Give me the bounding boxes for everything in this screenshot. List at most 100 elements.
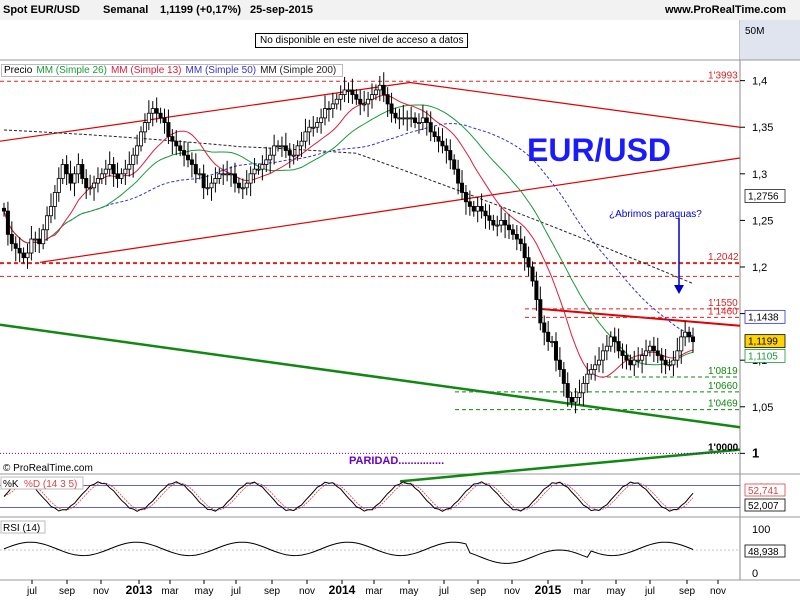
candle-body (311, 126, 316, 129)
candle-body (565, 383, 570, 398)
x-tick-label: nov (504, 586, 520, 597)
candle-body (103, 168, 108, 175)
header-site[interactable]: www.ProRealTime.com (665, 4, 787, 16)
candle-body (354, 94, 359, 100)
candle-body (401, 117, 406, 120)
candle-body (307, 126, 312, 133)
x-tick-label: may (400, 586, 419, 597)
candle-body (604, 345, 609, 352)
rsi-y-tick: 100 (752, 524, 770, 536)
candle-body (479, 206, 484, 212)
candle-body (683, 331, 688, 338)
x-tick-label: may (607, 586, 626, 597)
candle-body (510, 229, 515, 235)
rsi-legend[interactable]: RSI (14) (3, 523, 40, 534)
candle-body (444, 145, 449, 151)
candle-body (424, 117, 429, 123)
candle-body (154, 108, 159, 114)
candle-body (193, 164, 198, 175)
trendline-upper (0, 81, 411, 142)
ma-200 (3, 129, 694, 285)
annotation-umbrella: ¿Abrimos paraguas? (609, 209, 702, 220)
candle-body (612, 336, 617, 342)
stoch-d-line (3, 482, 694, 511)
candle-body (640, 355, 645, 361)
candle-body (330, 103, 335, 109)
legend-mm50[interactable]: MM (Simple 50) (185, 65, 257, 76)
y-tick-label: 1 (752, 445, 759, 460)
candle-body (17, 247, 22, 254)
y-tick-label: 1,25 (752, 215, 773, 227)
candle-body (600, 350, 605, 361)
candle-body (550, 341, 555, 343)
candle-body (178, 145, 183, 151)
candle-body (323, 108, 328, 119)
candle-body (162, 117, 167, 123)
y-tick-label: 1,05 (752, 402, 773, 414)
candle-body (671, 359, 676, 366)
ma-26 (3, 104, 694, 366)
candle-body (553, 341, 558, 361)
trendline-down (409, 81, 741, 128)
candle-body (92, 182, 97, 189)
candle-body (338, 94, 343, 100)
rsi-y-tick: 0 (752, 568, 758, 580)
x-tick-label: mar (365, 586, 383, 597)
x-tick-label: jul (438, 586, 449, 597)
candle-body (256, 168, 261, 171)
indicator-legend: Precio MM (Simple 26) MM (Simple 13) MM (Si… (1, 64, 344, 77)
legend-mm26[interactable]: MM (Simple 26) (36, 65, 107, 76)
stoch-legend-d[interactable]: %D (14 3 5) (24, 479, 77, 490)
candle-body (546, 331, 551, 342)
candle-body (123, 168, 128, 175)
candle-body (272, 145, 277, 156)
candle-body (659, 355, 664, 361)
candle-body (25, 252, 30, 259)
price-label: 1,2756 (748, 192, 779, 203)
candle-body (416, 122, 421, 124)
candle-body (303, 131, 308, 142)
legend-mm13[interactable]: MM (Simple 13) (110, 65, 182, 76)
candle-body (88, 187, 93, 190)
x-tick-label: 2013 (126, 583, 153, 597)
stoch-value-k: 52,007 (748, 501, 779, 512)
candle-body (589, 369, 594, 375)
x-tick-label: nov (710, 586, 726, 597)
candle-body (127, 164, 132, 170)
candle-body (534, 280, 539, 301)
candle-body (581, 383, 586, 394)
candle-body (483, 210, 488, 217)
candle-body (569, 397, 574, 403)
candle-body (209, 182, 214, 189)
x-tick-label: nov (93, 586, 109, 597)
x-tick-label: 2014 (329, 583, 356, 597)
legend-price[interactable]: Precio (4, 65, 33, 76)
candle-body (440, 140, 445, 147)
candle-body (448, 150, 453, 161)
candle-body (315, 122, 320, 128)
candle-body (389, 103, 394, 114)
trendline-lower (39, 157, 741, 263)
candle-body (647, 345, 652, 352)
copyright: © ProRealTime.com (3, 463, 93, 474)
candle-body (487, 215, 492, 221)
candle-body (217, 173, 222, 179)
candle-body (597, 359, 602, 366)
candle-body (342, 89, 347, 96)
candle-body (409, 117, 414, 120)
header-instrument: Spot EUR/USD (3, 4, 80, 16)
stoch-k-line (3, 481, 694, 512)
header-timeframe: Semanal (103, 4, 149, 16)
stoch-legend-k[interactable]: %K (3, 479, 19, 490)
candle-body (471, 206, 476, 212)
candle-body (507, 224, 512, 231)
candle-body (362, 103, 367, 106)
candle-body (170, 136, 175, 142)
legend-mm200[interactable]: MM (Simple 200) (260, 65, 337, 76)
paridad-label: PARIDAD............... (349, 455, 445, 467)
candle-body (393, 112, 398, 119)
candle-body (213, 178, 218, 184)
level-label: 1'0469 (708, 399, 738, 410)
level-label: 1,2042 (708, 252, 739, 263)
